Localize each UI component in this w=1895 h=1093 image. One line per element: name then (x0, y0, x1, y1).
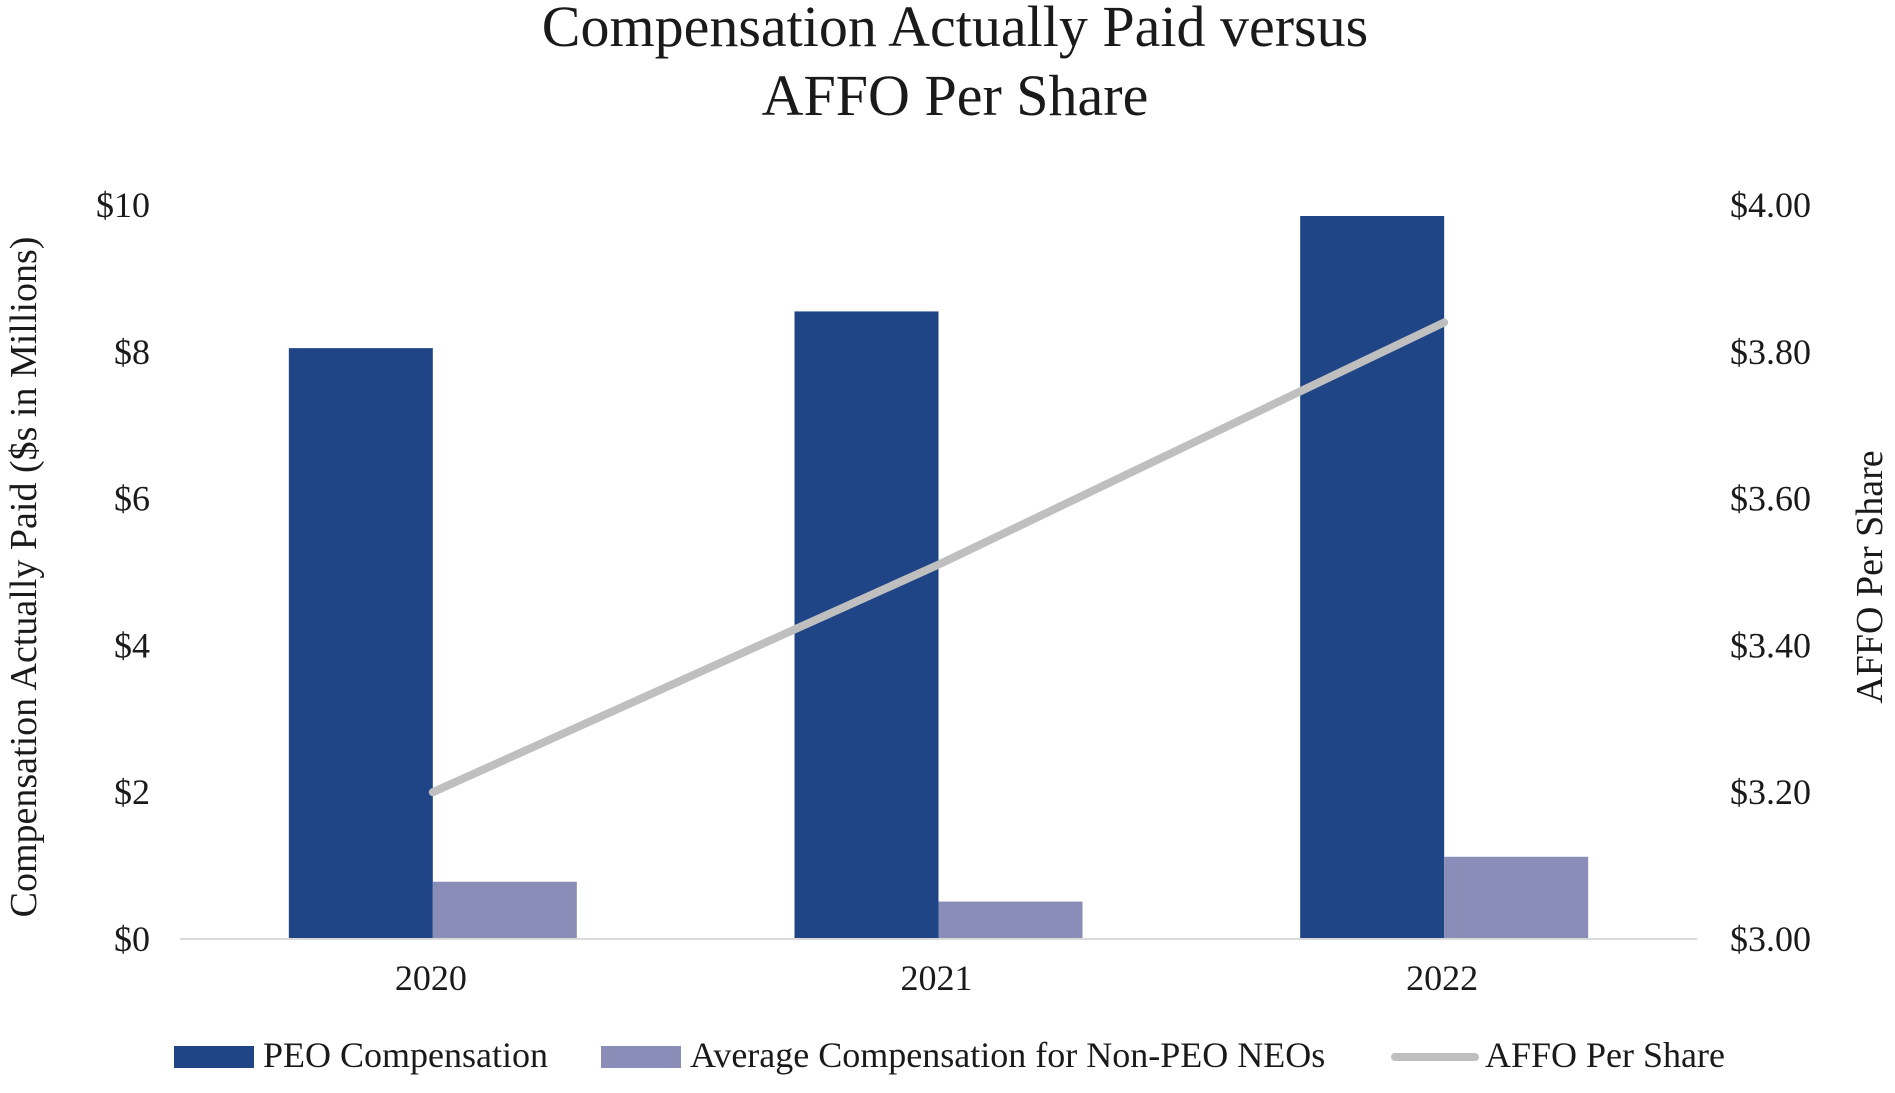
y-tick-label-right: $3.20 (1730, 772, 1811, 812)
y-axis-title-left: Compensation Actually Paid ($s in Millio… (3, 237, 45, 918)
y-axis-right-ticks: $3.00 $3.20 $3.40 $3.60 $3.80 $4.00 (1730, 185, 1811, 959)
y-tick-label-left: $2 (114, 772, 150, 812)
y-tick-label-right: $4.00 (1730, 185, 1811, 225)
chart-title: Compensation Actually Paid versus AFFO P… (542, 0, 1368, 128)
chart-title-line-1: Compensation Actually Paid versus (542, 0, 1368, 59)
bar-non-peo-2020 (432, 881, 577, 939)
y-axis-left-ticks: $0 $2 $4 $6 $8 $10 (96, 185, 150, 959)
bar-peo-2020 (288, 348, 433, 939)
y-tick-label-left: $10 (96, 185, 150, 225)
y-tick-label-left: $0 (114, 919, 150, 959)
line-layer (428, 318, 1449, 797)
y-tick-label-right: $3.80 (1730, 332, 1811, 372)
x-category-label: 2020 (395, 958, 467, 998)
y-tick-label-right: $3.60 (1730, 479, 1811, 519)
y-tick-label-right: $3.00 (1730, 919, 1811, 959)
bar-layer (288, 216, 1589, 939)
y-axis-title-right: AFFO Per Share (1849, 450, 1891, 703)
legend-label: Average Compensation for Non-PEO NEOs (690, 1035, 1325, 1075)
affo-per-share-line (428, 318, 1449, 797)
chart-title-line-2: AFFO Per Share (762, 63, 1149, 128)
x-axis-categories: 2020 2021 2022 (395, 958, 1478, 998)
legend-label: PEO Compensation (263, 1035, 548, 1075)
x-category-label: 2022 (1406, 958, 1478, 998)
y-tick-label-left: $8 (114, 332, 150, 372)
legend-label: AFFO Per Share (1485, 1035, 1725, 1075)
y-tick-label-left: $6 (114, 479, 150, 519)
legend-swatch-non-peo (601, 1046, 681, 1068)
y-tick-label-right: $3.40 (1730, 625, 1811, 665)
y-tick-label-left: $4 (114, 625, 150, 665)
bar-non-peo-2022 (1444, 856, 1589, 939)
legend-swatch-peo (174, 1046, 254, 1068)
x-category-label: 2021 (901, 958, 973, 998)
bar-peo-2021 (794, 311, 939, 939)
bar-non-peo-2021 (938, 901, 1083, 939)
legend: PEO Compensation Average Compensation for… (174, 1035, 1725, 1075)
bar-peo-2022 (1300, 216, 1445, 939)
